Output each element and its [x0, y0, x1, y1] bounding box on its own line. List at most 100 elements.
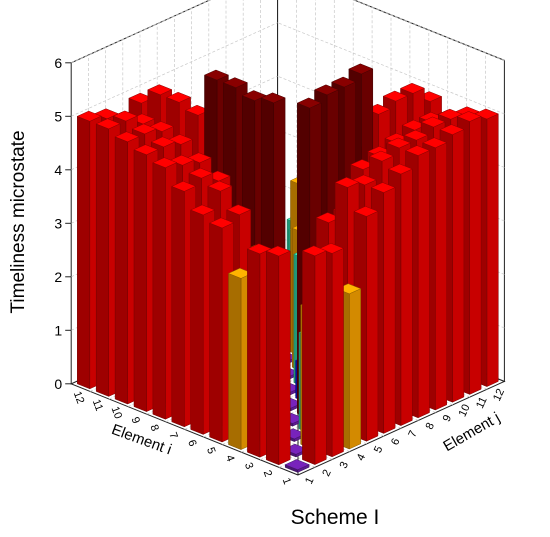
bar-top	[188, 167, 214, 179]
bar-top	[208, 217, 235, 229]
bar-top	[404, 145, 431, 156]
bar-side	[152, 162, 166, 420]
bar-top	[95, 118, 121, 130]
i-tick-label: 3	[242, 461, 255, 471]
z-tick-label: 4	[54, 162, 62, 178]
i-tick-label: 11	[90, 398, 105, 413]
bar-2-1	[265, 245, 291, 466]
bar-top	[353, 206, 379, 217]
z-tick-label: 6	[54, 55, 62, 71]
bar-top	[131, 123, 157, 135]
bar-face	[383, 187, 396, 434]
j-tick-label: 11	[474, 395, 490, 410]
bar-side	[228, 273, 242, 450]
bar-top	[420, 116, 446, 128]
i-tick-label: 9	[129, 415, 142, 425]
bar-top	[284, 459, 310, 470]
bar-face	[366, 210, 379, 442]
i-tick-label: 5	[204, 446, 217, 456]
bar-top	[313, 84, 340, 96]
bar-top	[456, 111, 482, 122]
chart-title: Scheme I	[291, 506, 380, 529]
bar-top	[152, 157, 178, 168]
bar-top	[386, 137, 412, 149]
bar-top	[114, 131, 140, 143]
bar-top	[370, 182, 396, 193]
bar-top	[334, 177, 360, 188]
i-tick-label: 6	[185, 438, 198, 448]
j-tick-label: 6	[389, 437, 402, 448]
j-tick-label: 2	[320, 468, 333, 479]
bar-face	[278, 250, 291, 466]
bar-side	[133, 149, 147, 412]
bar-top	[387, 163, 413, 175]
bar-top	[382, 90, 408, 102]
bar-1-2	[301, 245, 327, 465]
bar-top	[403, 129, 429, 141]
bar-top	[76, 110, 102, 122]
bar-top	[150, 136, 176, 148]
bar-side	[209, 222, 223, 443]
bar-top	[399, 82, 426, 94]
bar-side	[171, 186, 185, 428]
j-tick-label: 9	[441, 413, 454, 424]
bar-top	[207, 180, 233, 192]
j-tick-label: 5	[372, 444, 385, 455]
bar-side	[190, 209, 204, 435]
bar-top	[190, 204, 216, 216]
bar-top	[222, 77, 248, 88]
i-tick-label: 7	[166, 431, 179, 441]
z-tick-label: 1	[54, 322, 62, 338]
i-tick-label: 10	[109, 405, 124, 421]
z-tick-label: 0	[54, 376, 62, 392]
grid-line	[353, 0, 505, 61]
bar-side	[77, 115, 91, 390]
bar-face	[400, 168, 413, 426]
bar-top	[265, 245, 291, 257]
bar-top	[296, 97, 322, 109]
z-tick-label: 2	[54, 269, 62, 285]
bar-face	[417, 150, 430, 419]
bar-top	[171, 180, 197, 192]
bar-face	[331, 247, 344, 458]
bar-side	[302, 250, 316, 465]
j-tick-label: 3	[338, 460, 351, 471]
bar-top	[133, 144, 159, 156]
bar-top	[260, 92, 286, 104]
j-tick-label: 7	[406, 429, 419, 440]
z-axis-label: Timeliness microstate	[8, 130, 29, 313]
i-tick-label: 8	[147, 423, 160, 433]
bar-side	[247, 248, 261, 458]
grid-line	[71, 0, 211, 64]
bar-top	[368, 150, 395, 162]
j-tick-label: 1	[303, 476, 316, 487]
z-tick-label: 5	[54, 108, 62, 124]
bar-top	[226, 204, 252, 216]
j-tick-label: 4	[355, 452, 368, 463]
bar-top	[331, 76, 357, 88]
bar-side	[95, 123, 109, 397]
bar-face	[469, 116, 482, 395]
bar-top	[147, 84, 173, 96]
y-axis-label: Element j	[440, 409, 503, 455]
j-tick-label: 10	[457, 403, 473, 419]
bar-face	[435, 142, 447, 411]
bar-side	[266, 250, 280, 466]
bar-face	[349, 288, 361, 450]
i-tick-label: 4	[223, 453, 236, 463]
bars-group	[76, 63, 499, 473]
bar-top	[348, 63, 374, 75]
x-axis-label: Element i	[109, 421, 174, 458]
bar-top	[166, 91, 192, 103]
bar-side	[114, 136, 128, 405]
j-tick-label: 12	[491, 387, 507, 403]
i-tick-label: 12	[71, 390, 86, 406]
i-tick-label: 2	[261, 469, 274, 479]
z-tick-label: 3	[54, 215, 62, 231]
bar-top	[112, 110, 138, 122]
bar-top	[203, 69, 230, 81]
bar-top	[439, 124, 465, 135]
